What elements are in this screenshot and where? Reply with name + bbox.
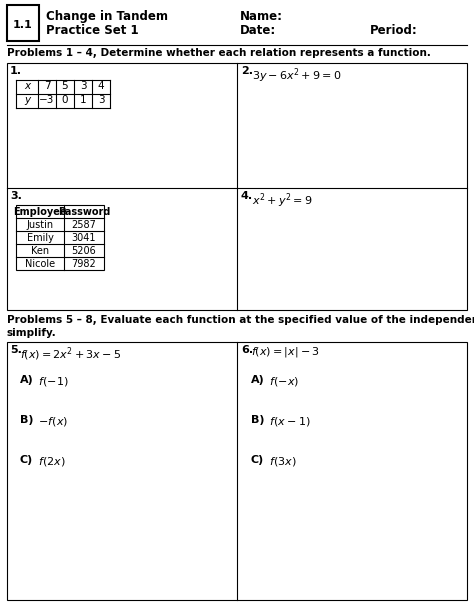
Text: Problems 5 – 8, Evaluate each function at the specified value of the independent: Problems 5 – 8, Evaluate each function a…: [7, 315, 474, 325]
Bar: [7, 63, 467, 310]
Text: Justin: Justin: [27, 220, 54, 230]
Text: Password: Password: [58, 207, 110, 217]
Text: 5.: 5.: [10, 345, 22, 355]
Text: Practice Set 1: Practice Set 1: [46, 24, 138, 37]
Text: y: y: [24, 95, 30, 105]
Text: Employee: Employee: [13, 207, 67, 217]
Text: Change in Tandem: Change in Tandem: [46, 10, 168, 23]
Text: 7982: 7982: [72, 259, 96, 269]
Text: Ken: Ken: [31, 246, 49, 256]
Text: $f(x-1)$: $f(x-1)$: [266, 415, 310, 428]
Text: A): A): [20, 375, 34, 385]
Text: −3: −3: [39, 95, 55, 105]
Text: $x^2 + y^2 = 9$: $x^2 + y^2 = 9$: [252, 191, 313, 210]
Text: 3.: 3.: [10, 191, 22, 201]
Text: B): B): [251, 415, 264, 425]
Text: Period:: Period:: [370, 24, 418, 37]
Text: $f(-x)$: $f(-x)$: [266, 375, 299, 388]
Text: $f(-1)$: $f(-1)$: [35, 375, 69, 388]
Text: C): C): [20, 455, 33, 465]
Text: 5: 5: [62, 81, 68, 91]
Text: $3y - 6x^2 + 9 = 0$: $3y - 6x^2 + 9 = 0$: [252, 66, 341, 85]
Text: 3: 3: [80, 81, 86, 91]
Bar: [7, 5, 39, 41]
Text: 7: 7: [44, 81, 50, 91]
Text: 3041: 3041: [72, 233, 96, 243]
Text: A): A): [251, 375, 265, 385]
Text: 2587: 2587: [72, 220, 96, 230]
Text: 5206: 5206: [72, 246, 96, 256]
Text: simplify.: simplify.: [7, 328, 57, 338]
Text: 1: 1: [80, 95, 86, 105]
Text: Date:: Date:: [240, 24, 276, 37]
Text: C): C): [251, 455, 264, 465]
Text: 4: 4: [98, 81, 104, 91]
Text: 1.: 1.: [10, 66, 22, 76]
Text: $f(x) = 2x^2 + 3x - 5$: $f(x) = 2x^2 + 3x - 5$: [20, 345, 121, 363]
Text: 2.: 2.: [241, 66, 253, 76]
Bar: [16, 205, 104, 270]
Text: B): B): [20, 415, 34, 425]
Bar: [7, 342, 467, 600]
Text: 6.: 6.: [241, 345, 253, 355]
Text: 4.: 4.: [241, 191, 253, 201]
Text: $f(3x)$: $f(3x)$: [266, 455, 297, 468]
Text: 0: 0: [62, 95, 68, 105]
Text: Problems 1 – 4, Determine whether each relation represents a function.: Problems 1 – 4, Determine whether each r…: [7, 48, 431, 58]
Text: Name:: Name:: [240, 10, 283, 23]
Text: x: x: [24, 81, 30, 91]
Text: Nicole: Nicole: [25, 259, 55, 269]
Text: 1.1: 1.1: [13, 20, 33, 30]
Text: 3: 3: [98, 95, 104, 105]
Text: Emily: Emily: [27, 233, 54, 243]
Text: $f(x) = |x| - 3$: $f(x) = |x| - 3$: [251, 345, 319, 359]
Text: $f(2x)$: $f(2x)$: [35, 455, 66, 468]
Text: $-f(x)$: $-f(x)$: [35, 415, 68, 428]
